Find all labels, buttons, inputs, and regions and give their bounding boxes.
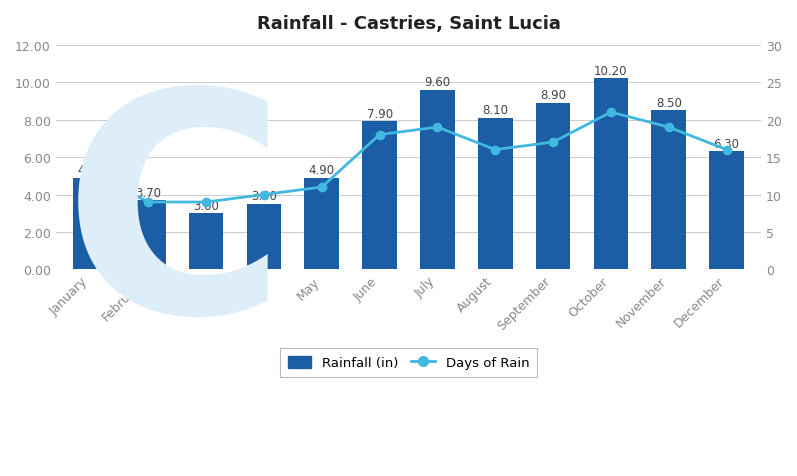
- Bar: [131, 201, 166, 270]
- Bar: [246, 205, 281, 270]
- Text: C: C: [63, 80, 288, 377]
- Bar: [73, 178, 108, 270]
- Text: 8.50: 8.50: [656, 97, 681, 109]
- Text: 9.60: 9.60: [424, 76, 450, 89]
- Bar: [709, 152, 744, 270]
- Bar: [536, 103, 571, 270]
- Bar: [304, 178, 339, 270]
- Text: 8.10: 8.10: [482, 104, 508, 117]
- Text: 7.90: 7.90: [367, 108, 393, 121]
- Text: 4.90: 4.90: [77, 164, 104, 177]
- Legend: Rainfall (in), Days of Rain: Rainfall (in), Days of Rain: [280, 348, 537, 377]
- Bar: [478, 119, 512, 270]
- Text: 3.50: 3.50: [251, 190, 277, 203]
- Text: 10.20: 10.20: [594, 65, 628, 78]
- Bar: [189, 214, 223, 270]
- Text: 4.90: 4.90: [308, 164, 335, 177]
- Bar: [594, 79, 628, 270]
- Text: 3.00: 3.00: [193, 199, 219, 212]
- Title: Rainfall - Castries, Saint Lucia: Rainfall - Castries, Saint Lucia: [257, 15, 560, 33]
- Bar: [362, 122, 397, 270]
- Text: 6.30: 6.30: [713, 138, 740, 150]
- Text: 8.90: 8.90: [540, 89, 566, 102]
- Text: 3.70: 3.70: [135, 186, 161, 199]
- Bar: [420, 90, 455, 270]
- Bar: [651, 111, 686, 270]
